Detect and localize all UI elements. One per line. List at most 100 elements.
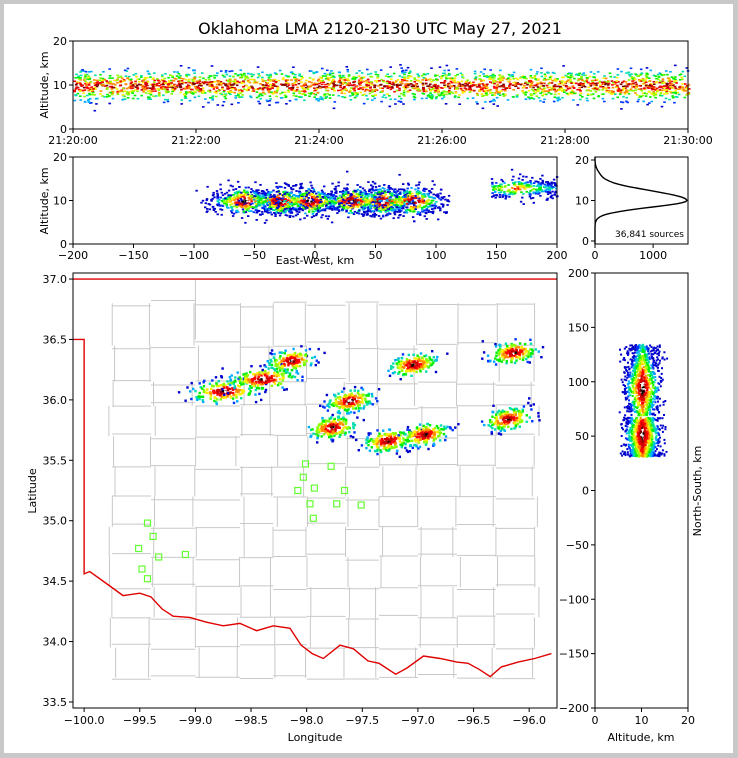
source-point (249, 203, 252, 206)
source-point (423, 209, 426, 212)
source-point (185, 87, 189, 90)
source-point (242, 210, 246, 213)
source-point (323, 203, 327, 205)
source-point (529, 94, 533, 97)
source-point (84, 80, 87, 82)
source-point (105, 80, 108, 82)
source-point (251, 207, 255, 210)
source-point (286, 203, 289, 205)
source-point (400, 82, 404, 85)
source-point (524, 82, 527, 85)
source-point (73, 99, 77, 102)
source-point (116, 78, 119, 81)
source-point (330, 221, 334, 224)
source-point (626, 101, 629, 104)
source-point (338, 200, 341, 202)
source-point (278, 197, 281, 200)
source-point (269, 194, 272, 196)
source-point (219, 92, 222, 95)
source-point (418, 90, 422, 92)
source-point (519, 76, 523, 78)
source-point (527, 80, 531, 82)
source-point (351, 78, 354, 80)
source-point (301, 209, 305, 212)
source-point (397, 208, 401, 211)
source-point (232, 80, 236, 83)
source-point (537, 97, 541, 99)
source-point (397, 216, 400, 219)
source-point (640, 80, 643, 82)
source-point (304, 195, 308, 197)
source-point (652, 87, 656, 90)
source-point (339, 199, 342, 202)
source-point (473, 70, 477, 73)
source-point (626, 85, 629, 88)
source-point (288, 216, 292, 218)
source-point (90, 86, 93, 88)
source-point (365, 88, 368, 91)
source-point (637, 75, 640, 77)
source-point (625, 90, 629, 93)
source-point (336, 212, 339, 214)
source-point (180, 99, 184, 101)
source-point (402, 192, 406, 195)
source-point (678, 88, 681, 90)
source-point (535, 185, 538, 188)
source-point (281, 208, 284, 210)
source-point (513, 183, 516, 185)
source-point (84, 74, 87, 76)
source-point (272, 189, 275, 192)
source-point (237, 211, 240, 213)
source-point (74, 77, 77, 79)
source-point (387, 185, 391, 187)
source-point (116, 93, 120, 96)
source-point (389, 196, 392, 198)
source-point (86, 77, 90, 79)
source-point (393, 199, 396, 202)
source-point (248, 194, 251, 197)
source-point (126, 87, 129, 90)
source-point (330, 202, 334, 205)
source-point (428, 96, 432, 99)
source-point (291, 207, 295, 209)
source-point (378, 188, 382, 191)
source-point (332, 107, 336, 110)
source-point (387, 186, 390, 189)
source-point (362, 191, 365, 194)
source-point (275, 199, 278, 202)
source-point (272, 92, 276, 94)
source-point (188, 81, 191, 84)
source-point (669, 91, 673, 94)
source-point (661, 80, 665, 83)
source-point (408, 190, 412, 193)
source-point (396, 190, 399, 192)
source-point (424, 205, 428, 207)
source-point (339, 84, 342, 87)
source-point (379, 211, 382, 213)
source-point (312, 199, 315, 202)
source-point (402, 215, 405, 217)
source-point (216, 213, 219, 216)
source-point (275, 95, 278, 98)
source-point (522, 91, 525, 94)
source-point (278, 208, 281, 210)
source-point (565, 92, 569, 95)
source-point (318, 194, 322, 196)
source-point (225, 203, 228, 206)
source-point (342, 78, 345, 81)
source-point (377, 215, 381, 217)
source-point (325, 200, 328, 203)
source-point (373, 212, 376, 215)
source-point (306, 88, 310, 91)
source-point (562, 65, 565, 67)
source-point (617, 87, 621, 90)
source-point (665, 87, 668, 90)
source-point (386, 202, 390, 205)
source-point (134, 86, 138, 88)
source-point (376, 77, 379, 79)
source-point (198, 80, 201, 83)
source-point (303, 197, 306, 200)
source-point (226, 90, 230, 93)
source-point (531, 189, 534, 191)
source-point (363, 90, 367, 92)
